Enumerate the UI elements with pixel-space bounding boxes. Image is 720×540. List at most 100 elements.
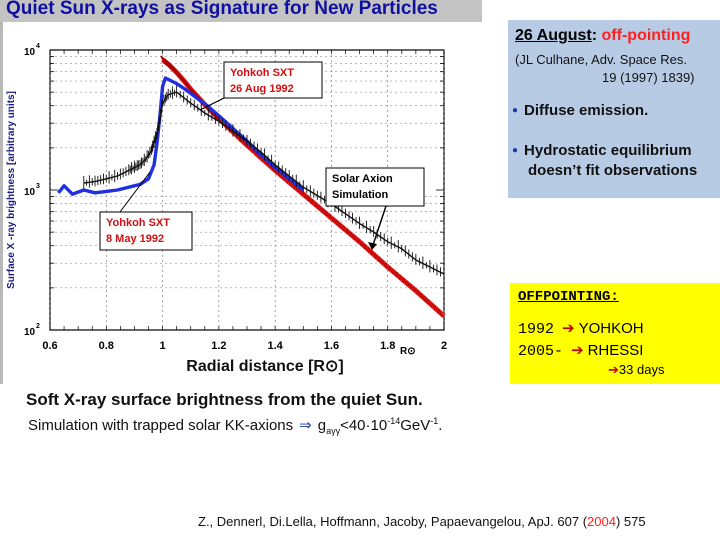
aug-series-point [388, 265, 394, 275]
aug-series-point [297, 187, 303, 196]
arrow-right-icon: ➔ [571, 342, 584, 359]
aug-series-point [325, 210, 331, 220]
aug-series-point [360, 240, 366, 250]
title-bar: Quiet Sun X-rays as Signature for New Pa… [0, 0, 482, 22]
offpointing-box: OFFPOINTING: 1992 ➔ YOHKOH 2005- ➔ RHESSI ➔3… [510, 283, 720, 384]
aug-series-point [328, 213, 334, 223]
offpointing-year: 1992 [518, 321, 555, 338]
coupling-symbol: g [317, 417, 327, 434]
aug-series-point [307, 195, 313, 205]
aug-series-point [350, 231, 355, 241]
y-tick-label: 10 [24, 47, 36, 58]
y-tick-exponent: 3 [36, 183, 40, 190]
caption-simulation: Simulation with trapped solar KK-axions ⇒… [28, 416, 442, 436]
coupling-unit-exponent: -1 [430, 416, 439, 426]
arrow-right-icon: ➔ [608, 362, 619, 377]
aug-series-point [318, 204, 324, 214]
info-bullet-1-text: Diffuse emission. [524, 102, 649, 119]
aug-series-point [406, 280, 412, 290]
aug-series-point [339, 222, 345, 232]
x-tick-label: 0.6 [42, 340, 57, 352]
may-label-pointer [119, 171, 151, 213]
aug-series-point [336, 219, 341, 229]
aug-series-point [311, 198, 317, 208]
aug-series-point [357, 237, 363, 247]
reference-pages: ) 575 [615, 514, 646, 529]
offpointing-row-yohkoh: 1992 ➔ YOHKOH [518, 319, 644, 338]
page-title: Quiet Sun X-rays as Signature for New Pa… [6, 0, 438, 19]
aug-series-point [416, 289, 422, 299]
offpointing-row-rhessi: 2005- ➔ RHESSI [518, 341, 643, 360]
arrow-right-icon: ➔ [562, 320, 575, 337]
x-tick-label: 1.4 [267, 340, 283, 352]
offpointing-target: RHESSI [587, 342, 644, 359]
info-ref-line1: (JL Culhane, Adv. Space Res. [515, 52, 687, 67]
aug-series-point [343, 225, 348, 235]
implies-arrow-icon: ⇒ [299, 417, 312, 434]
info-heading-date: 26 August [515, 27, 592, 44]
info-ref-line2: 19 (1997) 1839) [602, 70, 695, 85]
aug-series-point [364, 243, 370, 253]
aug-series-point [395, 271, 401, 281]
aug-series-point [381, 259, 387, 269]
r-sun-axis-note: R⊙ [400, 346, 416, 357]
aug-series-point [378, 256, 384, 265]
info-bullet-2-line2: doesn’t fit observations [528, 162, 698, 179]
info-heading-offpointing: off-pointing [601, 27, 691, 44]
aug-label-line2: 26 Aug 1992 [230, 83, 294, 95]
aug-label-line1: Yohkoh SXT [230, 67, 294, 79]
aug-series-point [420, 292, 426, 302]
reference-authors: Z., Dennerl, Di.Lella, Hoffmann, Jacoby,… [198, 514, 588, 529]
aug-series-point [402, 277, 408, 287]
info-bullet-2: ● Hydrostatic equilibrium [512, 142, 692, 159]
y-tick-exponent: 4 [36, 43, 40, 50]
info-bullet-1: ● Diffuse emission. [512, 102, 648, 119]
sim-label-line2: Simulation [332, 189, 389, 201]
coupling-bound: <40·10 [340, 417, 388, 434]
aug-series-point [399, 274, 405, 284]
aug-series-point [321, 207, 327, 217]
coupling-exponent: -14 [387, 416, 401, 426]
info-panel: 26 August: off-pointing (JL Culhane, Adv… [508, 20, 720, 198]
aug-series-point [300, 189, 306, 199]
reference-line: Z., Dennerl, Di.Lella, Hoffmann, Jacoby,… [198, 514, 646, 529]
aug-series-point [413, 286, 419, 296]
info-bullet-2-line1: Hydrostatic equilibrium [524, 142, 692, 159]
may-label-line1: Yohkoh SXT [106, 217, 170, 229]
bullet-dot-icon: ● [512, 145, 519, 156]
offpointing-year: 2005- [518, 343, 564, 360]
aug-series-point [371, 250, 377, 259]
aug-series-point [346, 228, 352, 238]
aug-series-point [430, 302, 436, 311]
sim-label-line1: Solar Axion [332, 173, 393, 185]
x-tick-label: 1.2 [211, 340, 226, 352]
may-label-line2: 8 May 1992 [106, 233, 164, 245]
x-tick-label: 1.6 [324, 340, 339, 352]
reference-year: 2004 [587, 514, 616, 529]
aug-series-point [188, 84, 194, 94]
aug-series-point [314, 201, 320, 211]
y-tick-exponent: 2 [36, 323, 40, 330]
sim-label-pointer [371, 205, 387, 249]
sim-label-arrowhead [368, 242, 377, 250]
info-heading-sep: : [591, 27, 602, 44]
may-label-box [99, 211, 193, 251]
bullet-dot-icon: ● [512, 105, 519, 116]
x-tick-label: 0.8 [99, 340, 114, 352]
sim-label-box [325, 167, 425, 207]
aug-series-point [353, 234, 359, 244]
aug-series-point [332, 216, 338, 226]
offpointing-days-text: 33 days [618, 362, 665, 377]
y-tick-label: 10 [24, 187, 36, 198]
aug-series-point [409, 283, 415, 293]
info-heading: 26 August: off-pointing [515, 27, 690, 45]
x-tick-label: 1.8 [380, 340, 395, 352]
aug-label-box [223, 61, 323, 99]
aug-series-point [392, 268, 398, 278]
y-axis-label: Surface X -ray brightness [arbitrary uni… [6, 91, 17, 289]
x-tick-label: 2 [441, 340, 447, 352]
x-tick-label: 1 [160, 340, 166, 352]
offpointing-target: YOHKOH [578, 320, 644, 337]
